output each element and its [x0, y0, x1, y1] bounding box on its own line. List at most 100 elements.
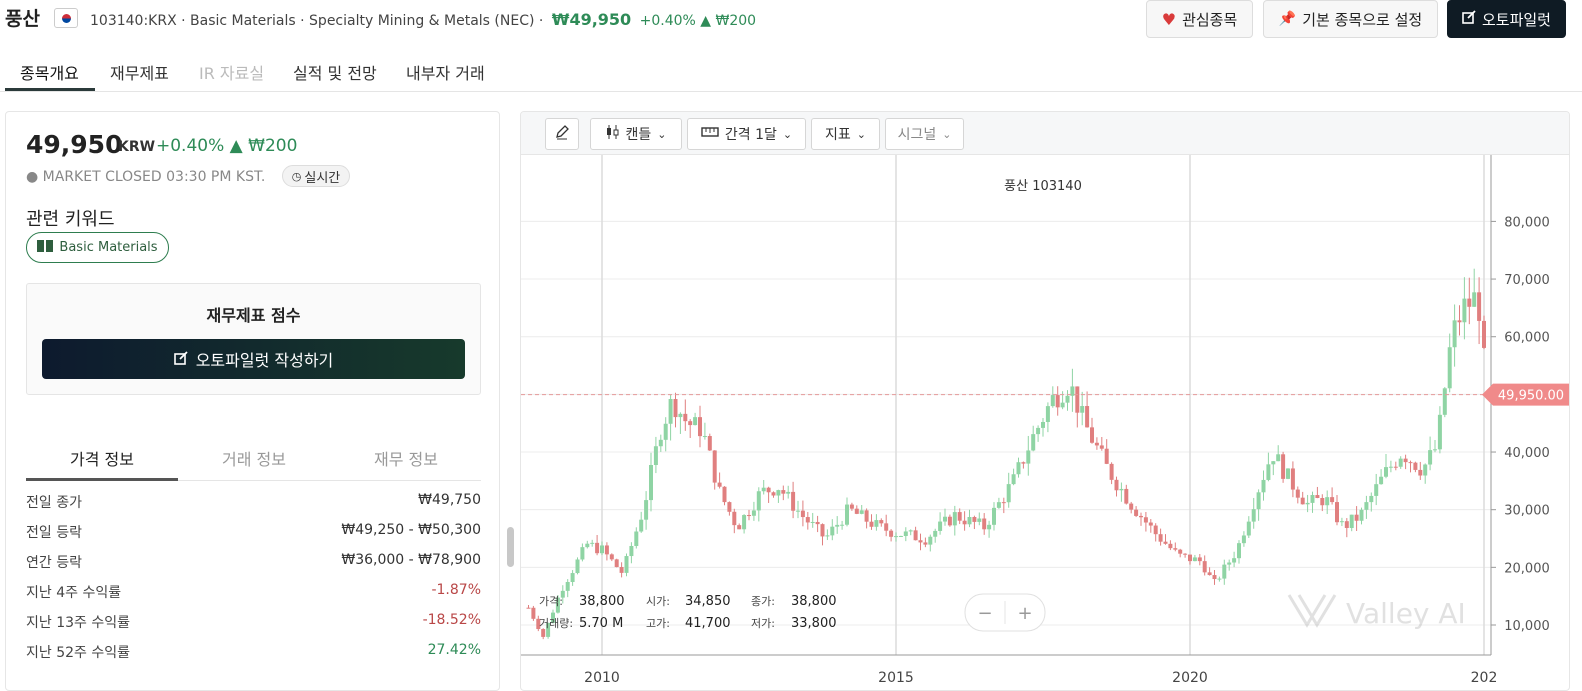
candle-body [1143, 517, 1148, 523]
candle-body [1026, 450, 1031, 464]
tab-price-info[interactable]: 가격 정보 [70, 450, 134, 469]
candle-body [722, 486, 727, 503]
candle-body [962, 520, 967, 525]
candle-body [551, 612, 555, 623]
candle-body [634, 531, 639, 546]
candle-body [1129, 503, 1134, 510]
page-tabs: 종목개요 재무제표 IR 자료실 실적 및 전망 내부자 거래 [0, 50, 1582, 92]
tab-earnings[interactable]: 실적 및 전망 [293, 64, 377, 83]
zoom-in-button[interactable]: + [1017, 603, 1032, 624]
scrollbar-thumb[interactable] [507, 527, 514, 567]
info-row-label: 전일 종가 [26, 495, 82, 511]
candle-body [1447, 347, 1452, 389]
candle-body [894, 536, 898, 538]
candle-body [565, 582, 570, 591]
realtime-badge[interactable]: ◷ 실시간 [282, 165, 350, 187]
tab-finance-info[interactable]: 재무 정보 [374, 450, 438, 469]
candle-body [786, 491, 791, 494]
candle-body [1011, 474, 1016, 485]
candle-body [1036, 427, 1041, 435]
set-default-button[interactable]: 📌 기본 종목으로 설정 [1263, 0, 1438, 38]
candle-body [590, 542, 595, 544]
candle-body [629, 545, 634, 557]
candle-body [1344, 521, 1349, 528]
financial-score-box: 재무제표 점수 오토파일럿 작성하기 [26, 283, 481, 395]
candle-body [800, 510, 805, 518]
candle-body [913, 530, 918, 541]
y-tick-label: 60,000 [1504, 331, 1550, 346]
keywords-title: 관련 키워드 [26, 209, 115, 230]
candle-body [938, 521, 943, 531]
info-row: 지난 52주 수익률 27.42% [26, 642, 481, 662]
candle-body [663, 423, 668, 440]
candle-body [825, 535, 830, 537]
write-autopilot-label: 오토파일럿 작성하기 [195, 351, 334, 370]
candle-body [1178, 549, 1183, 554]
indicator-dropdown[interactable]: 지표 ⌄ [811, 118, 880, 150]
y-tick-label: 10,000 [1504, 619, 1550, 634]
candle-body [1163, 541, 1168, 544]
candle-body [747, 515, 751, 517]
keyword-chip[interactable]: Basic Materials [26, 232, 169, 263]
candle-body [756, 491, 761, 511]
chart-toolbar: 캔들 ⌄ 간격 1달 ⌄ 지표 ⌄ 시그널 ⌄ [521, 112, 1569, 155]
candle-body [727, 502, 732, 512]
legend-value: 5.70 M [579, 616, 623, 631]
candle-body [1119, 488, 1124, 491]
tab-trade-info[interactable]: 거래 정보 [222, 450, 286, 469]
candle-body [1349, 514, 1354, 528]
tab-ir[interactable]: IR 자료실 [199, 64, 265, 83]
candle-body [1016, 462, 1021, 475]
candle-body [854, 508, 859, 514]
summary-panel: 49,950 KRW +0.40% ▲ ₩200 ● MARKET CLOSED… [5, 111, 500, 691]
candle-body [1192, 557, 1197, 562]
candle-body [1237, 543, 1241, 559]
x-tick-label: 2010 [584, 670, 620, 686]
candle-body [614, 559, 619, 568]
candle-body [761, 487, 766, 492]
tab-financials[interactable]: 재무제표 [110, 64, 169, 83]
candle-body [1222, 564, 1227, 579]
tab-overview[interactable]: 종목개요 [20, 64, 79, 83]
chart-type-dropdown[interactable]: 캔들 ⌄ [590, 118, 682, 150]
chevron-down-icon: ⌄ [782, 127, 793, 141]
candle-body [1452, 320, 1457, 348]
candle-body [820, 524, 825, 537]
y-tick-label: 80,000 [1504, 215, 1550, 230]
candle-body [776, 490, 781, 496]
signal-dropdown[interactable]: 시그널 ⌄ [885, 118, 964, 150]
candle-body [580, 547, 585, 560]
candle-body [918, 540, 923, 543]
candle-body [1462, 298, 1467, 323]
candle-body [781, 490, 786, 494]
candle-body [987, 524, 992, 530]
interval-dropdown[interactable]: 간격 1달 ⌄ [687, 118, 806, 150]
price-chart[interactable]: 10,00020,00030,00040,00050,00060,00070,0… [521, 155, 1570, 691]
candle-body [678, 413, 683, 418]
autopilot-button[interactable]: 오토파일럿 [1447, 0, 1566, 38]
candle-body [536, 618, 541, 630]
write-autopilot-button[interactable]: 오토파일럿 작성하기 [42, 339, 465, 379]
candle-body [1398, 458, 1403, 467]
candle-body [1433, 449, 1437, 451]
candle-body [874, 520, 879, 527]
candle-body [1134, 509, 1139, 516]
set-default-label: 기본 종목으로 설정 [1302, 10, 1423, 29]
tab-insider[interactable]: 내부자 거래 [406, 64, 485, 83]
candle-body [570, 573, 575, 583]
candle-body [1173, 548, 1178, 550]
candle-body [849, 504, 854, 509]
zoom-out-button[interactable]: − [977, 603, 992, 624]
candle-body [1374, 484, 1379, 496]
candle-body [1442, 388, 1447, 415]
candle-body [1183, 553, 1188, 555]
candle-body [1335, 502, 1339, 523]
pin-icon: 📌 [1278, 11, 1297, 27]
candle-body [1217, 578, 1222, 580]
candle-body [1310, 495, 1315, 503]
candle-body [1055, 395, 1060, 408]
draw-tool-button[interactable] [545, 118, 579, 150]
candle-body [1379, 476, 1384, 485]
candle-body [1124, 488, 1129, 504]
watchlist-button[interactable]: ♥ 관심종목 [1146, 0, 1253, 38]
